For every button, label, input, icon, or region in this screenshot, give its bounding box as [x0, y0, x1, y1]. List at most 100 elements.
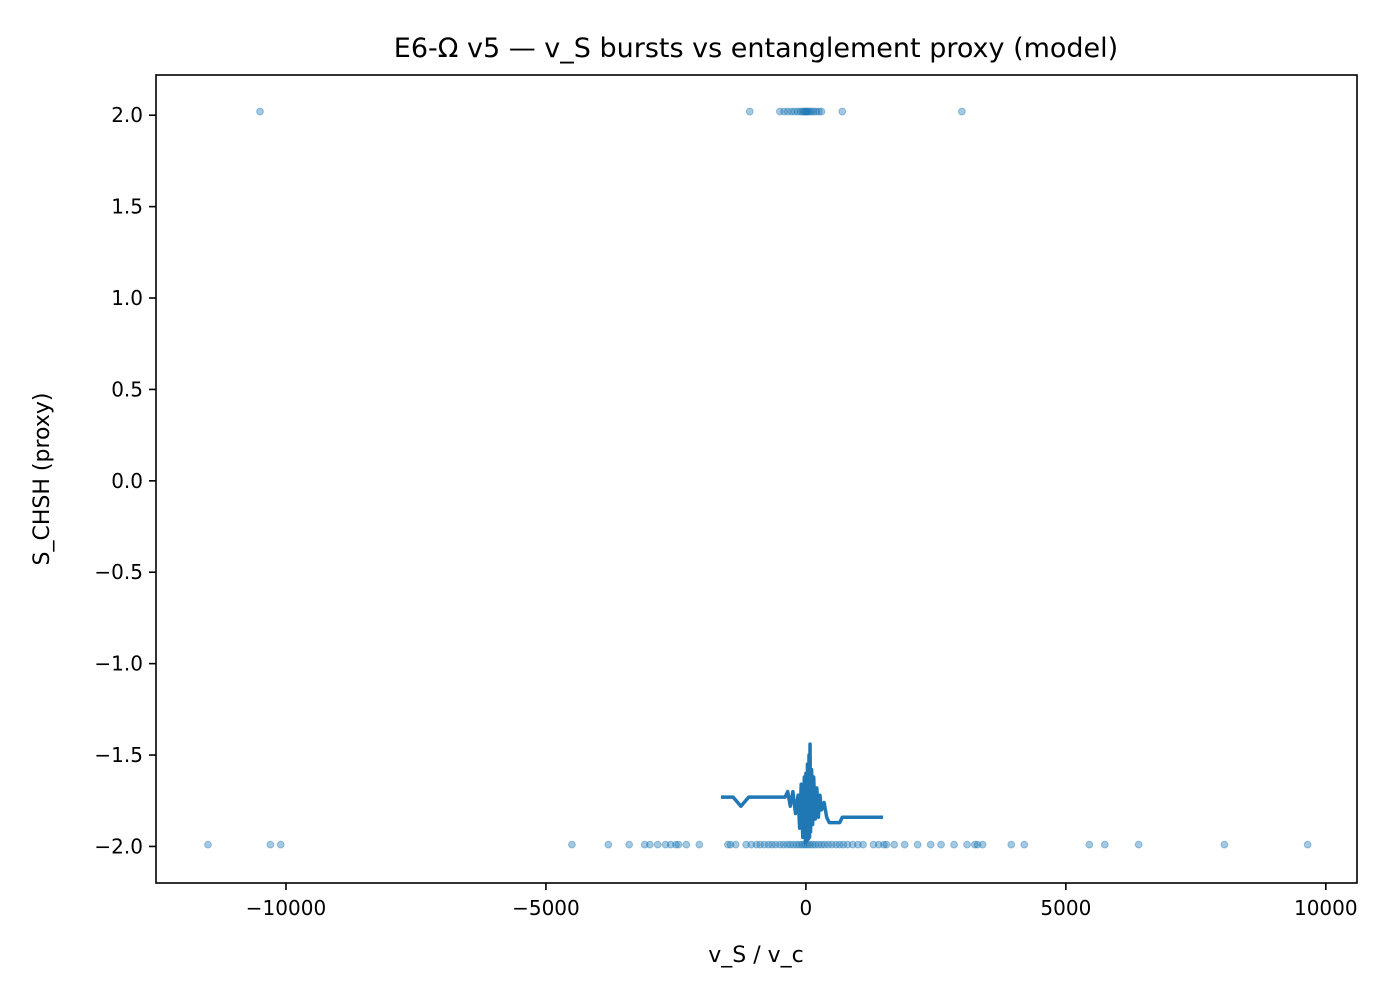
scatter-point — [266, 840, 275, 849]
scatter-point — [764, 840, 773, 849]
scatter-point — [957, 107, 966, 116]
scatter-point — [776, 107, 784, 116]
scatter-point — [256, 107, 264, 116]
scatter-point — [568, 840, 576, 849]
y-tick-label: 0.0 — [111, 469, 143, 493]
plot-frame — [155, 74, 1358, 884]
scatter-point — [809, 107, 818, 116]
scatter-point — [978, 840, 987, 849]
series-line — [720, 742, 884, 845]
scatter-point — [682, 840, 691, 849]
scatter-point — [798, 107, 807, 116]
scatter-point — [786, 840, 795, 849]
scatter-point — [779, 840, 788, 849]
scatter-point — [789, 840, 798, 849]
scatter-point — [787, 107, 796, 116]
scatter-point — [814, 107, 823, 116]
scatter-point — [1100, 840, 1109, 849]
scatter-point — [276, 840, 285, 849]
scatter-point — [926, 840, 935, 849]
x-tick-label: 10000 — [1294, 896, 1358, 920]
x-tick-label: 5000 — [1040, 896, 1091, 920]
scatter-point — [804, 107, 813, 116]
scatter-point — [801, 107, 810, 116]
y-axis-label: S_CHSH (proxy) — [30, 393, 55, 566]
y-tick-label: −2.0 — [94, 834, 143, 858]
y-tick-label: 1.0 — [111, 286, 143, 310]
scatter-point — [832, 840, 840, 849]
scatter-point — [805, 107, 814, 116]
scatter-point — [768, 840, 776, 849]
scatter-point — [760, 840, 769, 849]
scatter-point — [882, 840, 891, 849]
scatter-point — [790, 107, 799, 116]
scatter-point — [913, 840, 922, 849]
scatter-point — [726, 840, 735, 849]
scatter-point — [771, 840, 780, 849]
scatter-point — [835, 840, 844, 849]
scatter-point — [812, 107, 821, 116]
x-axis-label: v_S / v_c — [708, 943, 804, 968]
scatter-point — [811, 840, 820, 849]
scatter-point — [625, 840, 634, 849]
scatter-point — [747, 840, 756, 849]
scatter-point — [783, 107, 792, 116]
y-tick-label: −1.0 — [94, 652, 143, 676]
scatter-point — [756, 840, 765, 849]
scatter-point — [793, 107, 802, 116]
scatter-point — [817, 107, 826, 116]
y-tick-label: 0.5 — [111, 377, 143, 401]
x-tick-label: −10000 — [246, 896, 326, 920]
chart-title: E6-Ω v5 — v_S bursts vs entanglement pro… — [394, 33, 1118, 64]
scatter-point — [797, 840, 806, 849]
scatter-point — [950, 840, 958, 849]
scatter-point — [666, 840, 675, 849]
x-axis-ticks: −10000 −5000 0 5000 10000 — [246, 883, 1358, 920]
scatter-point — [604, 840, 613, 849]
scatter-point — [731, 840, 740, 849]
y-tick-label: −1.5 — [94, 743, 143, 767]
scatter-point — [848, 840, 857, 849]
y-tick-label: −0.5 — [94, 560, 143, 584]
scatter-point — [695, 840, 704, 849]
scatter-point — [879, 840, 888, 849]
scatter-point — [799, 107, 808, 116]
scatter-point — [646, 840, 654, 849]
scatter-point — [640, 840, 649, 849]
scatter-point — [859, 840, 867, 849]
scatter-point — [1303, 840, 1312, 849]
scatter-point — [792, 840, 801, 849]
scatter-point — [803, 107, 811, 116]
scatter-point — [674, 840, 683, 849]
scatter-point — [672, 840, 680, 849]
scatter-point — [874, 840, 883, 849]
scatter-point — [806, 840, 814, 849]
scatter-point — [843, 840, 852, 849]
x-tick-label: 0 — [800, 896, 813, 920]
scatter-point — [839, 840, 848, 849]
scatter-point — [817, 840, 826, 849]
scatter-point — [814, 840, 823, 849]
scatter-point — [1020, 840, 1029, 849]
scatter-point — [783, 840, 792, 849]
scatter-point — [204, 840, 212, 849]
scatter-point — [1134, 840, 1143, 849]
scatter-point — [838, 107, 847, 116]
y-tick-label: 2.0 — [111, 103, 143, 127]
scatter-point — [795, 840, 804, 849]
y-axis-ticks: 2.0 1.5 1.0 0.5 0.0 −0.5 −1.0 −1.5 −2.0 — [94, 103, 156, 858]
scatter-point — [820, 840, 829, 849]
plot-marks — [204, 107, 1312, 849]
scatter-point — [801, 107, 810, 116]
scatter-point — [827, 840, 836, 849]
scatter-point — [780, 107, 788, 116]
scatter-point — [963, 840, 971, 849]
scatter-point — [752, 840, 761, 849]
scatter-point — [1085, 840, 1094, 849]
scatter-point — [661, 840, 670, 849]
scatter-point — [1007, 840, 1016, 849]
scatter-point — [742, 840, 750, 849]
scatter-point — [653, 840, 662, 849]
scatter-point — [900, 840, 909, 849]
